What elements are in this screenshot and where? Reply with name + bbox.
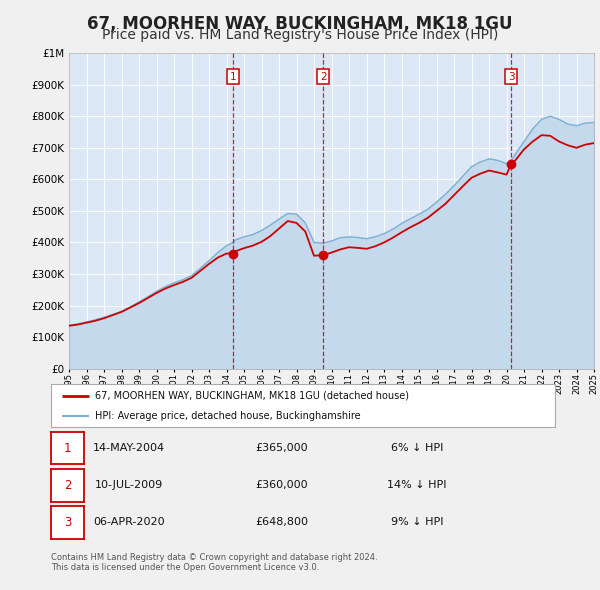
Text: This data is licensed under the Open Government Licence v3.0.: This data is licensed under the Open Gov… <box>51 563 319 572</box>
Text: 3: 3 <box>64 516 71 529</box>
Text: 14% ↓ HPI: 14% ↓ HPI <box>387 480 447 490</box>
Text: 67, MOORHEN WAY, BUCKINGHAM, MK18 1GU (detached house): 67, MOORHEN WAY, BUCKINGHAM, MK18 1GU (d… <box>95 391 409 401</box>
Text: £360,000: £360,000 <box>256 480 308 490</box>
Text: 10-JUL-2009: 10-JUL-2009 <box>95 480 163 490</box>
Text: 3: 3 <box>508 72 515 82</box>
Text: Price paid vs. HM Land Registry's House Price Index (HPI): Price paid vs. HM Land Registry's House … <box>102 28 498 42</box>
Text: £648,800: £648,800 <box>256 517 308 527</box>
Text: 1: 1 <box>64 441 71 455</box>
Text: 9% ↓ HPI: 9% ↓ HPI <box>391 517 443 527</box>
Text: 14-MAY-2004: 14-MAY-2004 <box>93 443 165 453</box>
Text: 6% ↓ HPI: 6% ↓ HPI <box>391 443 443 453</box>
Text: 06-APR-2020: 06-APR-2020 <box>93 517 165 527</box>
Text: 67, MOORHEN WAY, BUCKINGHAM, MK18 1GU: 67, MOORHEN WAY, BUCKINGHAM, MK18 1GU <box>87 15 513 33</box>
Text: 2: 2 <box>320 72 326 82</box>
Text: £365,000: £365,000 <box>256 443 308 453</box>
Text: Contains HM Land Registry data © Crown copyright and database right 2024.: Contains HM Land Registry data © Crown c… <box>51 553 377 562</box>
Text: 1: 1 <box>230 72 236 82</box>
Text: HPI: Average price, detached house, Buckinghamshire: HPI: Average price, detached house, Buck… <box>95 411 361 421</box>
Text: 2: 2 <box>64 478 71 492</box>
